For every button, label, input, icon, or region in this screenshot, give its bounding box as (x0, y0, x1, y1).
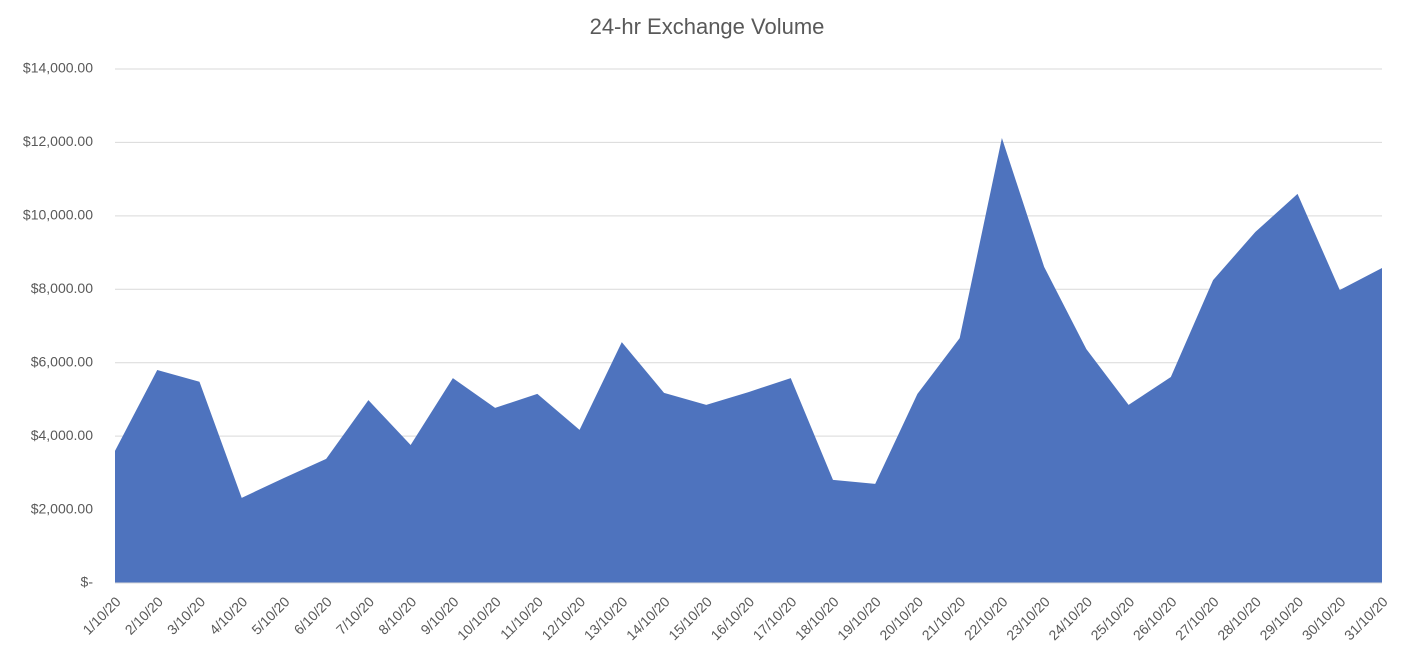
x-tick-label: 10/10/20 (454, 593, 504, 643)
x-tick-label: 22/10/20 (961, 593, 1011, 643)
y-tick-label: $10,000.00 (23, 207, 93, 223)
x-tick-label: 4/10/20 (206, 593, 250, 637)
x-tick-label: 28/10/20 (1214, 593, 1264, 643)
x-tick-label: 8/10/20 (375, 593, 419, 637)
x-tick-label: 26/10/20 (1130, 593, 1180, 643)
x-tick-label: 27/10/20 (1172, 593, 1222, 643)
x-tick-label: 7/10/20 (333, 593, 377, 637)
x-tick-label: 30/10/20 (1299, 593, 1349, 643)
x-tick-label: 1/10/20 (79, 593, 123, 637)
x-tick-label: 11/10/20 (497, 593, 546, 642)
x-tick-label: 21/10/20 (919, 593, 969, 643)
x-tick-label: 17/10/20 (750, 593, 800, 643)
x-tick-label: 15/10/20 (665, 593, 715, 643)
y-tick-label: $4,000.00 (31, 427, 93, 443)
x-tick-label: 16/10/20 (707, 593, 757, 643)
x-tick-label: 18/10/20 (792, 593, 842, 643)
x-tick-label: 14/10/20 (623, 593, 673, 643)
y-tick-label: $12,000.00 (23, 133, 93, 149)
y-tick-label: $6,000.00 (31, 353, 93, 369)
y-tick-label: $2,000.00 (31, 500, 93, 516)
y-tick-label: $- (81, 574, 94, 590)
x-tick-label: 13/10/20 (581, 593, 631, 643)
area (115, 138, 1382, 583)
chart-title: 24-hr Exchange Volume (590, 14, 825, 39)
x-tick-label: 3/10/20 (164, 593, 208, 637)
x-tick-label: 31/10/20 (1341, 593, 1391, 643)
x-tick-label: 5/10/20 (248, 593, 292, 637)
x-tick-label: 25/10/20 (1087, 593, 1137, 643)
x-tick-label: 2/10/20 (122, 593, 166, 637)
y-tick-label: $8,000.00 (31, 280, 93, 296)
x-tick-label: 20/10/20 (876, 593, 926, 643)
x-tick-label: 24/10/20 (1045, 593, 1095, 643)
x-tick-label: 29/10/20 (1256, 593, 1306, 643)
y-tick-label: $14,000.00 (23, 60, 93, 76)
x-tick-label: 23/10/20 (1003, 593, 1053, 643)
x-tick-label: 6/10/20 (291, 593, 335, 637)
x-tick-label: 12/10/20 (538, 593, 588, 643)
x-tick-label: 19/10/20 (834, 593, 884, 643)
